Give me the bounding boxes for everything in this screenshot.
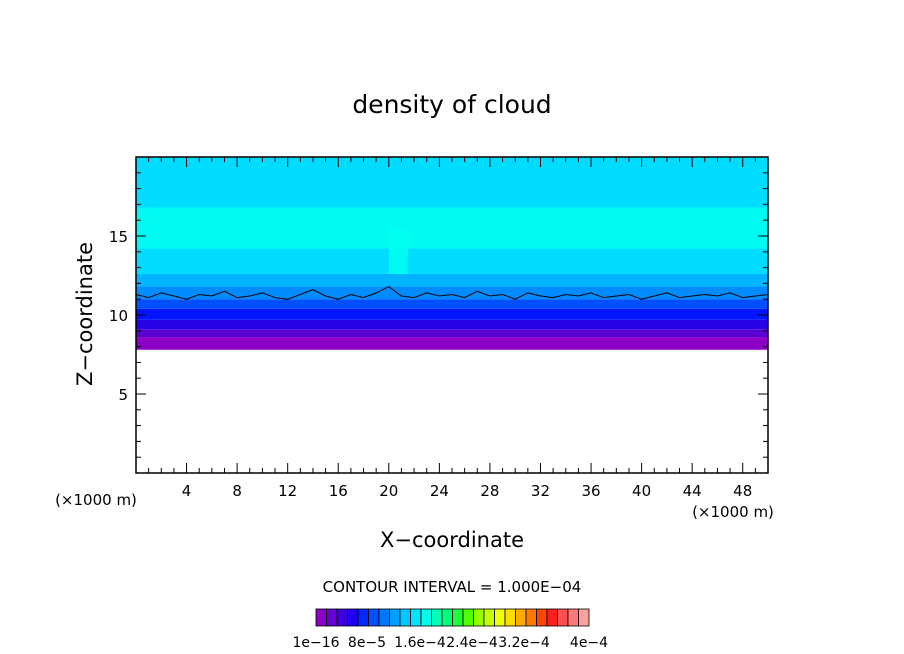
y-tick-label: 5 [118, 386, 128, 404]
colorbar-swatch [525, 608, 537, 627]
colorbar-label: 2.4e−4 [446, 635, 498, 651]
colorbar-swatch [452, 608, 464, 627]
cloud-band-6 [136, 273, 768, 287]
colorbar-swatch [441, 608, 453, 627]
cloud-band-2 [136, 319, 768, 330]
colorbar-swatch [410, 608, 422, 627]
colorbar-swatch [368, 608, 380, 627]
colorbar-label: 1e−16 [292, 635, 339, 651]
colorbar-swatch [578, 608, 590, 627]
x-tick-label: 20 [379, 482, 398, 500]
colorbar-swatch [431, 608, 443, 627]
colorbar-swatch [473, 608, 485, 627]
x-tick-label: 44 [683, 482, 702, 500]
y-axis-label: Z−coordinate [73, 242, 97, 386]
x-unit-label-left: (×1000 m) [55, 491, 137, 509]
colorbar-swatch [420, 608, 432, 627]
cloud-band-0 [136, 337, 768, 350]
x-unit-label-right: (×1000 m) [692, 503, 774, 521]
x-tick-label: 12 [278, 482, 297, 500]
x-tick-label: 48 [733, 482, 752, 500]
colorbar-swatch [347, 608, 359, 627]
colorbar-swatch [315, 608, 327, 627]
colorbar-swatch [546, 608, 558, 627]
colorbar-label: 4e−4 [570, 635, 608, 651]
colorbar-swatch [336, 608, 348, 627]
x-tick-label: 40 [632, 482, 651, 500]
contour-interval-label: CONTOUR INTERVAL = 1.000E−04 [323, 578, 582, 596]
cloud-band-4 [136, 299, 768, 309]
chart-title: density of cloud [352, 90, 551, 119]
colorbar: 1e−16 8e−5 1.6e−4 2.4e−4 3.2e−4 4e−4 [292, 608, 608, 651]
cloud-band-5 [136, 286, 768, 300]
colorbar-label: 8e−5 [348, 635, 386, 651]
x-tick-label: 4 [182, 482, 192, 500]
colorbar-swatch [536, 608, 548, 627]
x-tick-label: 24 [430, 482, 449, 500]
colorbar-swatch [494, 608, 506, 627]
cloud-band-3 [136, 308, 768, 320]
colorbar-swatch [399, 608, 411, 627]
y-tick-label: 10 [109, 307, 128, 325]
colorbar-swatch [389, 608, 401, 627]
colorbar-swatch [504, 608, 516, 627]
colorbar-swatch [378, 608, 390, 627]
x-axis-label: X−coordinate [380, 528, 524, 552]
colorbar-label: 3.2e−4 [498, 635, 550, 651]
colorbar-swatch [557, 608, 569, 627]
colorbar-swatch [483, 608, 495, 627]
x-tick-label: 16 [329, 482, 348, 500]
x-tick-label: 8 [232, 482, 242, 500]
colorbar-swatch [326, 608, 338, 627]
x-tick-label: 32 [531, 482, 550, 500]
y-tick-label: 15 [109, 228, 128, 246]
x-tick-label: 36 [581, 482, 600, 500]
cloud-band-1 [136, 329, 768, 338]
colorbar-swatch [357, 608, 369, 627]
cyan-patch-0 [136, 207, 768, 249]
colorbar-label: 1.6e−4 [394, 635, 446, 651]
colorbar-swatch [462, 608, 474, 627]
colorbar-swatch [515, 608, 527, 627]
x-tick-label: 28 [480, 482, 499, 500]
cyan-patch-1 [388, 228, 408, 274]
contour-line [135, 286, 769, 300]
colorbar-swatch [567, 608, 579, 627]
